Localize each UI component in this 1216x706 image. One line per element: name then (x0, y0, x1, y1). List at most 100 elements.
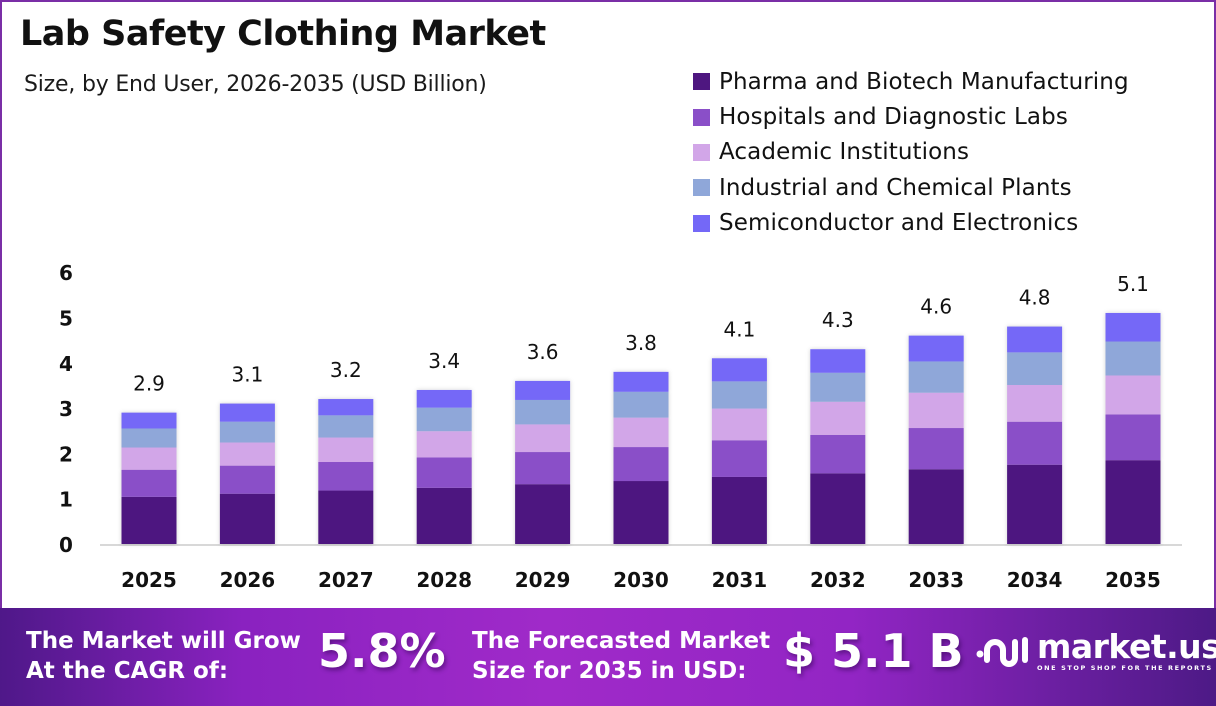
legend-label: Academic Institutions (719, 139, 970, 166)
bar-segment (219, 403, 275, 422)
x-tick-label: 2031 (712, 568, 768, 592)
bar-segment (121, 428, 177, 448)
bar-segment (515, 424, 571, 453)
cagr-caption-line1: The Market will Grow (26, 628, 301, 654)
cagr-caption: The Market will Grow At the CAGR of: (26, 626, 301, 686)
bar-segment (1105, 375, 1161, 415)
chart-title: Lab Safety Clothing Market (20, 14, 546, 54)
bar-segment (711, 358, 767, 382)
bar-stack-2030 (613, 371, 669, 544)
y-tick-label: 1 (59, 488, 73, 512)
brand-logo[interactable]: market.us ONE STOP SHOP FOR THE REPORTS (975, 630, 1216, 672)
legend-item: Semiconductor and Electronics (693, 206, 1129, 241)
bar-segment (515, 399, 571, 425)
bar-segment (711, 476, 767, 544)
bar-total-label: 3.4 (428, 349, 460, 373)
bar-segment (318, 490, 374, 544)
bar-segment (613, 417, 669, 448)
bar-total-label: 3.6 (527, 340, 559, 364)
legend-swatch-industrial (693, 179, 710, 197)
bar-segment (416, 457, 472, 488)
y-tick-label: 0 (59, 533, 73, 557)
brand-name: market.us (1037, 627, 1216, 666)
x-tick-label: 2033 (908, 568, 964, 592)
bar-segment (1007, 464, 1063, 544)
bar-segment (121, 469, 177, 497)
legend: Pharma and Biotech Manufacturing Hospita… (693, 64, 1129, 241)
legend-swatch-hospitals (693, 108, 710, 126)
y-tick-label: 4 (59, 352, 73, 376)
bar-segment (219, 421, 275, 443)
bar-stack-2029 (515, 380, 571, 544)
legend-label: Semiconductor and Electronics (719, 210, 1079, 237)
bar-segment (908, 335, 964, 362)
bar-stack-2028 (416, 389, 472, 544)
bar-segment (318, 437, 374, 463)
bar-segment (318, 462, 374, 491)
footer-banner: The Market will Grow At the CAGR of: 5.8… (0, 608, 1216, 706)
bar-segment (810, 434, 866, 474)
bar-segment (908, 428, 964, 470)
x-tick-label: 2025 (121, 568, 177, 592)
forecast-caption: The Forecasted Market Size for 2035 in U… (472, 626, 770, 686)
bar-total-label: 5.1 (1117, 272, 1149, 296)
bar-segment (416, 407, 472, 432)
bar-total-label: 4.1 (723, 317, 755, 341)
bars: 2.9 3.1 3.2 3.4 3.6 3.8 4.1 4.3 4.6 4.8 5.1 (121, 272, 1161, 544)
legend-item: Pharma and Biotech Manufacturing (693, 64, 1129, 99)
market-us-logo-icon (976, 637, 1028, 667)
bar-segment (1105, 460, 1161, 544)
bar-total-label: 2.9 (133, 372, 165, 396)
bar-stack-2025 (121, 412, 177, 544)
brand-tagline: ONE STOP SHOP FOR THE REPORTS (1037, 664, 1213, 672)
bar-segment (613, 481, 669, 544)
bar-segment (121, 496, 177, 544)
bar-segment (416, 487, 472, 544)
x-tick-label: 2035 (1105, 568, 1161, 592)
bar-total-label: 3.1 (231, 363, 263, 387)
x-tick-label: 2034 (1007, 568, 1063, 592)
legend-label: Pharma and Biotech Manufacturing (719, 68, 1129, 95)
bar-segment (416, 431, 472, 458)
x-tick-label: 2026 (220, 568, 276, 592)
forecast-value: $ 5.1 B (783, 624, 964, 678)
bar-segment (1007, 384, 1063, 422)
bar-segment (711, 408, 767, 441)
legend-swatch-academic (693, 143, 710, 161)
x-axis: 2025 2026 2027 2028 2029 2030 2031 2032 2033 2034… (121, 568, 1161, 592)
bar-segment (219, 493, 275, 544)
bar-segment (810, 349, 866, 373)
bar-segment (1105, 341, 1161, 376)
legend-item: Industrial and Chemical Plants (693, 170, 1129, 205)
bar-segment (613, 391, 669, 418)
bar-segment (416, 389, 472, 408)
legend-swatch-semiconductor (693, 214, 710, 232)
bar-stack-2027 (318, 399, 374, 544)
bar-segment (810, 401, 866, 435)
legend-label: Hospitals and Diagnostic Labs (719, 104, 1068, 131)
bar-segment (1105, 414, 1161, 461)
bar-segment (908, 469, 964, 544)
bar-total-label: 4.8 (1019, 286, 1051, 310)
bar-total-label: 3.8 (625, 331, 657, 355)
x-tick-label: 2028 (416, 568, 472, 592)
bar-segment (219, 442, 275, 466)
bar-total-label: 4.3 (822, 308, 854, 332)
bar-segment (219, 465, 275, 494)
bar-segment (711, 381, 767, 409)
bar-segment (318, 399, 374, 416)
y-tick-label: 3 (59, 397, 73, 421)
bar-segment (1007, 352, 1063, 385)
bar-segment (711, 440, 767, 477)
bar-segment (1105, 312, 1161, 342)
legend-label: Industrial and Chemical Plants (719, 174, 1072, 201)
bar-segment (908, 392, 964, 429)
bar-stack-2035 (1105, 312, 1161, 544)
bar-segment (810, 372, 866, 402)
bar-stack-2033 (908, 335, 964, 544)
chart-subtitle: Size, by End User, 2026-2035 (USD Billio… (24, 72, 487, 97)
bar-segment (908, 361, 964, 393)
bar-total-label: 3.2 (330, 358, 362, 382)
legend-item: Academic Institutions (693, 135, 1129, 170)
bar-segment (1007, 421, 1063, 465)
